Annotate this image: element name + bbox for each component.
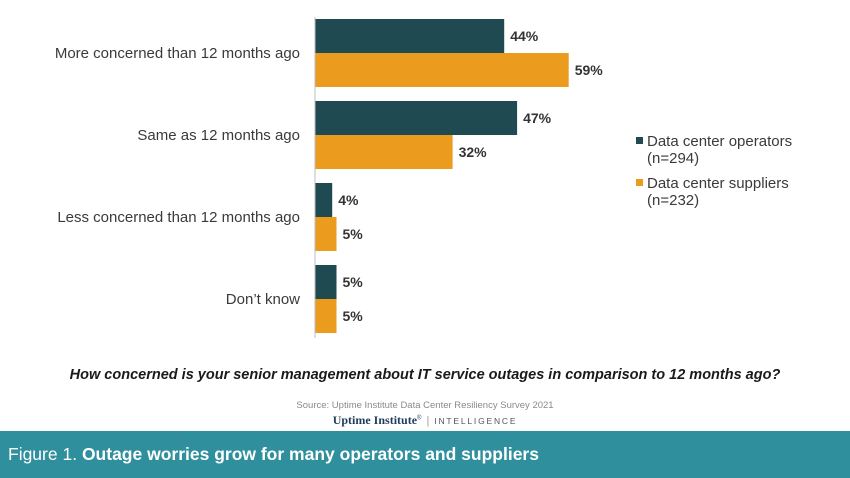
legend-label: (n=294) — [647, 150, 699, 167]
legend-label: Data center operators — [647, 133, 792, 150]
legend-swatch — [636, 179, 643, 186]
data-label: 5% — [343, 274, 364, 290]
data-label: 47% — [523, 110, 552, 126]
bar-chart: More concerned than 12 months ago 44% 59% S… — [55, 17, 792, 338]
data-label: 5% — [343, 308, 364, 324]
bar — [315, 53, 569, 87]
category-label: Same as 12 months ago — [137, 127, 300, 144]
brand-separator: | — [426, 415, 430, 427]
bar — [315, 19, 505, 53]
brand-name: Uptime Institute — [332, 413, 418, 427]
data-label: 32% — [459, 144, 488, 160]
brand-logo: Uptime Institute® | INTELLIGENCE — [0, 413, 850, 428]
legend-label: Data center suppliers — [647, 175, 789, 192]
brand-mark: ® — [417, 415, 422, 422]
figure-caption-bar: Figure 1. Outage worries grow for many o… — [0, 431, 850, 478]
category-label: Don’t know — [226, 291, 300, 308]
data-label: 5% — [343, 226, 364, 242]
legend-label: (n=232) — [647, 192, 699, 209]
figure-prefix: Figure 1. — [8, 444, 82, 464]
legend-swatch — [636, 137, 643, 144]
data-label: 44% — [510, 28, 539, 44]
bar — [315, 265, 337, 299]
brand-sub: INTELLIGENCE — [434, 416, 518, 426]
bar — [315, 299, 337, 333]
bar — [315, 217, 337, 251]
bar — [315, 101, 518, 135]
data-label: 59% — [575, 62, 604, 78]
source-note: Source: Uptime Institute Data Center Res… — [296, 400, 554, 411]
bar — [315, 135, 453, 169]
category-label: Less concerned than 12 months ago — [57, 209, 300, 226]
bar — [315, 183, 333, 217]
figure-title: Outage worries grow for many operators a… — [81, 444, 539, 464]
chart-question: How concerned is your senior management … — [69, 367, 781, 383]
data-label: 4% — [338, 192, 359, 208]
category-label: More concerned than 12 months ago — [55, 45, 300, 62]
